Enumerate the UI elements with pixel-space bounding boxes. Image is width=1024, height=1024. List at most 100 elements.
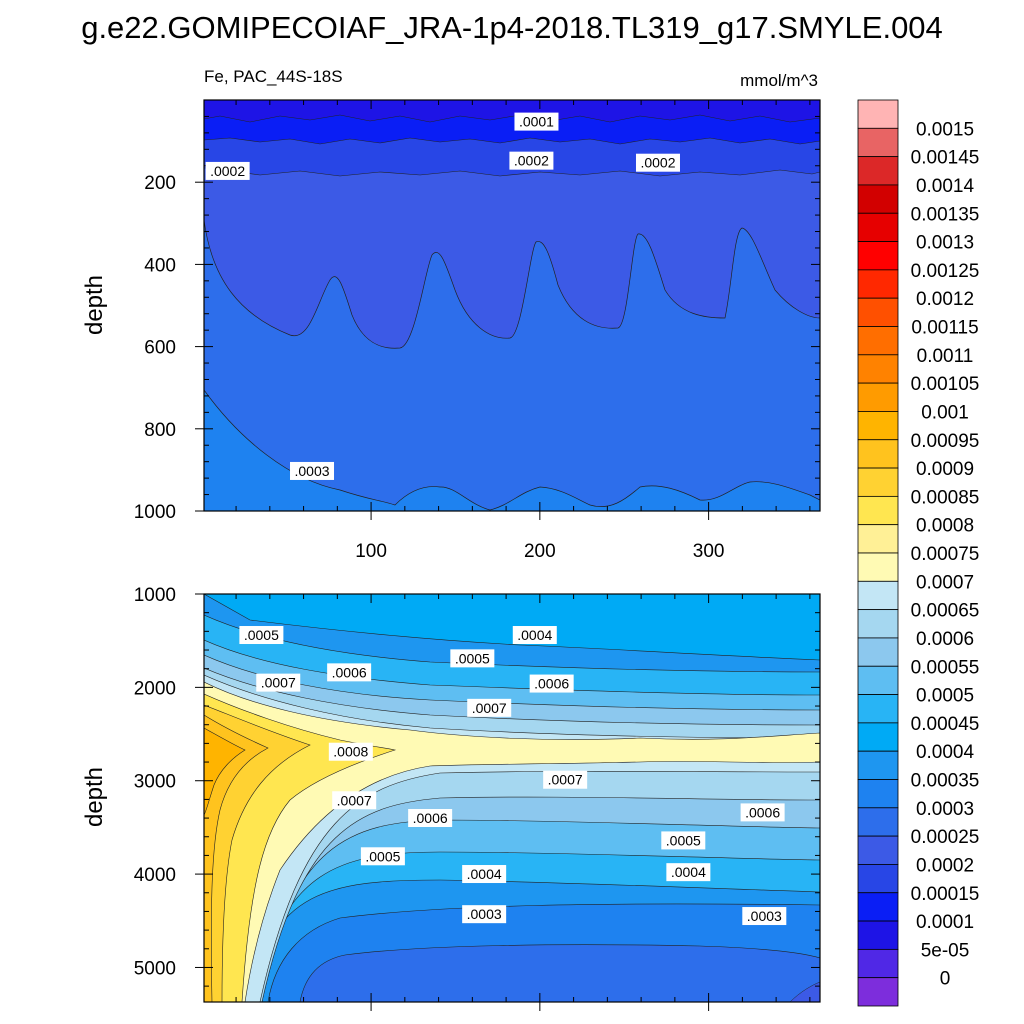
- upper-contour-label: .0002: [205, 161, 250, 180]
- colorbar-swatch: [857, 467, 899, 497]
- colorbar-label: 0.00125: [911, 261, 980, 282]
- colorbar-swatch: [857, 326, 899, 356]
- contour-label-box: [408, 809, 453, 828]
- upper-ytick-label: 200: [144, 173, 176, 194]
- contour-label-box: [462, 865, 507, 884]
- colorbar-label: 0.001: [921, 402, 969, 423]
- contour-label-text: .0007: [261, 675, 296, 691]
- colorbar-label: 0.00085: [911, 487, 980, 508]
- lower-contour-label: .0007: [332, 791, 377, 810]
- contour-label-text: .0004: [671, 864, 706, 880]
- contour-label-box: [509, 151, 554, 170]
- colorbar-swatch: [857, 212, 899, 242]
- upper-ytick-label: 600: [144, 338, 176, 359]
- lower-contour-label: .0005: [450, 649, 495, 668]
- colorbar-label: 0.0012: [916, 289, 974, 310]
- upper-tick-labels: 100 200 300 200 400 600 800 1000: [134, 173, 725, 562]
- lower-band-00095: [204, 727, 246, 816]
- lower-contour-label: .0003: [462, 905, 507, 924]
- contour-label-text: .0005: [666, 832, 701, 848]
- contour-label-box: [543, 770, 588, 789]
- colorbar-label: 0.00095: [911, 431, 980, 452]
- contour-label-text: .0007: [548, 772, 583, 788]
- contour-label-text: .0002: [514, 153, 549, 169]
- contour-label-text: .0003: [294, 463, 329, 479]
- lower-contour-label: .0004: [512, 626, 557, 645]
- contour-label-text: .0008: [333, 744, 368, 760]
- contour-label-text: .0006: [332, 664, 367, 680]
- lower-contour-label: .0008: [328, 742, 373, 761]
- colorbar-label: 0.00035: [911, 771, 980, 792]
- colorbar-label: 0.0001: [916, 912, 974, 933]
- colorbar-swatch: [857, 156, 899, 186]
- contour-label-box: [360, 847, 405, 866]
- lower-axis-ticks: [195, 593, 820, 1011]
- colorbar-label: 0.0008: [916, 516, 974, 537]
- contour-label-box: [514, 112, 559, 131]
- lower-contour-label: .0005: [239, 626, 284, 645]
- contour-label-box: [666, 863, 711, 882]
- contour-label-text: .0006: [745, 804, 780, 820]
- colorbar-swatch: [857, 552, 899, 582]
- contour-label-box: [529, 674, 574, 693]
- upper-xtick-label: 100: [355, 541, 387, 562]
- contour-label-text: .0007: [472, 700, 507, 716]
- lower-ytick-label: 2000: [134, 678, 176, 699]
- colorbar-swatch: [857, 835, 899, 865]
- lower-band-0009: [204, 714, 269, 1002]
- colorbar-swatch: [857, 495, 899, 526]
- contour-label-box: [332, 791, 377, 810]
- contour-label-box: [239, 626, 284, 645]
- upper-ytick-label: 400: [144, 255, 176, 276]
- colorbar-swatch: [857, 411, 899, 441]
- contour-label-box: [327, 663, 372, 682]
- colorbar-swatch: [857, 269, 899, 299]
- lower-contour-label: .0007: [467, 698, 512, 717]
- colorbar-swatch: [857, 977, 899, 1007]
- lower-band-00025-bottom: [299, 944, 820, 1002]
- colorbar-label: 0.0015: [916, 119, 974, 140]
- colorbar-swatch: [857, 807, 899, 837]
- contour-label-text: .0002: [640, 155, 675, 171]
- colorbar-swatch: [857, 297, 899, 327]
- lower-contour-label: .0006: [529, 674, 574, 693]
- contour-label-box: [205, 161, 250, 180]
- colorbar-swatch: [857, 609, 899, 639]
- colorbar-swatch: [857, 580, 899, 611]
- lower-ytick-label: 1000: [134, 585, 176, 606]
- colorbar-label: 0.00065: [911, 601, 980, 622]
- colorbar-label: 0.00055: [911, 657, 980, 678]
- lower-contour-label: .0006: [740, 803, 785, 822]
- colorbar-label: 0.00015: [911, 884, 980, 905]
- colorbar-label: 0.0005: [916, 686, 974, 707]
- lower-frame: [203, 593, 821, 1003]
- lower-contour-label: .0005: [360, 847, 405, 866]
- lower-ytick-label: 4000: [134, 865, 176, 886]
- lower-contour-label: .0003: [742, 907, 787, 926]
- upper-xtick-label: 300: [693, 541, 725, 562]
- units-label: mmol/m^3: [740, 71, 818, 90]
- lower-contour-labels: .0004 .0005 .0005 .0006 .0006 .0007 .0007 .0008…: [239, 626, 787, 926]
- upper-contour-label: .0002: [635, 153, 680, 172]
- contour-label-text: .0004: [517, 627, 552, 643]
- colorbar-label: 0.0014: [916, 176, 975, 197]
- colorbar-label: 0.0004: [916, 742, 975, 763]
- colorbar: 0.0015 0.00145 0.0014 0.00135 0.0013 0.00125 0…: [857, 99, 980, 1007]
- contour-label-text: .0005: [244, 627, 279, 643]
- contour-label-box: [512, 626, 557, 645]
- lower-ytick-label: 5000: [134, 958, 176, 979]
- contour-label-text: .0003: [467, 906, 502, 922]
- upper-contour-labels: .0001 .0002 .0002 .0002 .0003: [205, 112, 680, 480]
- lower-contour-label: .0005: [661, 831, 706, 850]
- upper-contour-label: .0003: [290, 461, 335, 480]
- upper-frame: [203, 99, 821, 512]
- contour-label-box: [256, 673, 301, 692]
- variable-region-label: Fe, PAC_44S-18S: [204, 67, 343, 86]
- colorbar-swatch: [857, 750, 899, 780]
- figure-title: g.e22.GOMIPECOIAF_JRA-1p4-2018.TL319_g17…: [81, 10, 943, 45]
- colorbar-label: 0.0013: [916, 233, 974, 254]
- colorbar-label: 0.00145: [911, 148, 980, 169]
